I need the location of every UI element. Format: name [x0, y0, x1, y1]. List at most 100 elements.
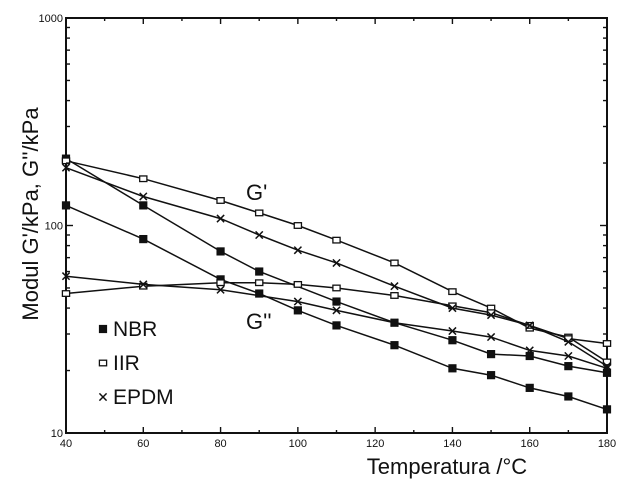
- data-point-epdm-g-prime: [525, 321, 534, 330]
- data-point-nbr-g-prime: [255, 267, 264, 276]
- y-axis-title: Modul G'/kPa, G''/kPa: [18, 107, 43, 321]
- data-point-nbr-g-double-prime: [486, 371, 496, 380]
- cross-stroke: [525, 346, 534, 355]
- cross-stroke: [486, 332, 496, 342]
- data-point-iir-g-double-prime: [602, 340, 612, 347]
- cross-stroke: [486, 310, 496, 320]
- y-tick-label: 1000: [39, 13, 63, 25]
- cross-stroke: [139, 192, 148, 201]
- data-point-epdm-g-double-prime: [390, 318, 399, 327]
- data-point-nbr-g-prime: [564, 362, 573, 371]
- ticks-layer: 40 60 80 100 120 140 160 180 10 100 1000: [39, 13, 617, 450]
- data-point-iir-g-double-prime: [61, 290, 71, 297]
- legend-label-epdm: EPDM: [113, 386, 174, 409]
- data-point-epdm-g-prime: [448, 303, 457, 313]
- data-point-epdm-g-double-prime: [448, 326, 457, 336]
- data-point-epdm-g-prime: [332, 258, 341, 268]
- data-point-nbr-g-prime: [448, 336, 457, 345]
- series-layer: [61, 154, 612, 414]
- plot-area: [65, 17, 608, 434]
- data-point-iir-g-double-prime: [254, 279, 264, 287]
- data-point-nbr-g-prime: [332, 297, 341, 306]
- data-point-iir-g-double-prime: [216, 279, 225, 287]
- cross-stroke: [564, 337, 573, 346]
- cross-stroke: [61, 272, 71, 281]
- data-point-nbr-g-prime: [216, 247, 225, 256]
- legend-marker-nbr: [98, 324, 108, 334]
- data-point-epdm-g-prime: [486, 310, 496, 320]
- cross-stroke: [216, 214, 225, 223]
- annotation-g-prime: G': [246, 180, 267, 205]
- cross-stroke: [390, 282, 399, 291]
- data-point-iir-g-prime: [139, 175, 148, 183]
- x-tick-label: 120: [366, 438, 384, 450]
- data-point-nbr-g-double-prime: [139, 234, 148, 244]
- data-point-iir-g-double-prime: [293, 280, 303, 288]
- data-point-nbr-g-prime: [525, 351, 534, 361]
- data-point-epdm-g-prime: [564, 337, 573, 346]
- data-point-nbr-g-double-prime: [602, 405, 612, 414]
- data-point-nbr-g-double-prime: [61, 201, 71, 210]
- data-point-epdm-g-double-prime: [216, 285, 225, 294]
- data-point-epdm-g-prime: [293, 246, 302, 255]
- data-point-epdm-g-double-prime: [139, 280, 148, 289]
- data-point-iir-g-prime: [254, 209, 264, 217]
- data-point-epdm-g-double-prime: [61, 272, 71, 281]
- series-epdm-g-prime: [61, 163, 612, 371]
- data-point-iir-g-double-prime: [332, 284, 341, 292]
- plot-frame: [65, 17, 608, 434]
- x-tick-label: 160: [521, 438, 539, 450]
- data-point-iir-g-prime: [293, 222, 303, 229]
- cross-stroke: [332, 258, 341, 268]
- data-point-iir-g-double-prime: [390, 292, 399, 299]
- cross-stroke: [390, 318, 399, 327]
- legend-label-nbr: NBR: [113, 318, 157, 341]
- cross-stroke: [293, 297, 302, 306]
- cross-stroke: [602, 362, 612, 371]
- data-point-nbr-g-double-prime: [293, 306, 302, 315]
- data-point-iir-g-prime: [216, 197, 225, 204]
- x-tick-label: 100: [289, 438, 307, 450]
- cross-stroke: [139, 280, 148, 289]
- data-point-iir-g-prime: [332, 236, 341, 244]
- series-epdm-g-double-prime: [61, 272, 612, 373]
- x-tick-label: 60: [137, 438, 149, 450]
- cross-stroke: [332, 306, 341, 315]
- legend-marker-epdm: [98, 392, 108, 402]
- cross-stroke: [255, 230, 264, 240]
- series-iir-g-prime: [61, 157, 612, 366]
- legend-marker-shape: [98, 392, 108, 402]
- data-point-nbr-g-double-prime: [448, 364, 457, 373]
- series-nbr-g-double-prime: [61, 201, 612, 414]
- data-point-nbr-g-double-prime: [525, 383, 534, 392]
- cross-stroke: [564, 351, 573, 361]
- annotation-g-double-prime: G'': [246, 309, 272, 334]
- data-point-nbr-g-prime: [486, 350, 496, 359]
- cross-stroke: [448, 326, 457, 336]
- data-point-nbr-g-double-prime: [255, 289, 264, 298]
- legend-marker-shape: [98, 359, 108, 367]
- data-point-nbr-g-double-prime: [332, 321, 341, 330]
- cross-stroke: [61, 163, 71, 172]
- cross-stroke: [525, 321, 534, 330]
- legend-marker-iir: [98, 359, 108, 367]
- x-tick-label: 40: [60, 438, 72, 450]
- data-point-iir-g-prime: [602, 358, 612, 366]
- data-point-epdm-g-double-prime: [525, 346, 534, 355]
- data-point-epdm-g-double-prime: [332, 306, 341, 315]
- series-nbr-g-prime: [61, 154, 612, 377]
- cross-stroke: [293, 246, 302, 255]
- cross-stroke: [448, 303, 457, 313]
- data-point-epdm-g-prime: [61, 163, 71, 172]
- data-point-epdm-g-double-prime: [486, 332, 496, 342]
- data-point-epdm-g-prime: [602, 362, 612, 371]
- data-point-epdm-g-prime: [390, 282, 399, 291]
- data-point-epdm-g-prime: [255, 230, 264, 240]
- legend-label-iir: IIR: [113, 352, 140, 375]
- data-point-iir-g-prime: [448, 288, 457, 296]
- x-axis-title: Temperatura /°C: [367, 454, 528, 479]
- cross-stroke: [98, 392, 108, 402]
- data-point-epdm-g-double-prime: [293, 297, 302, 306]
- x-tick-label: 80: [214, 438, 226, 450]
